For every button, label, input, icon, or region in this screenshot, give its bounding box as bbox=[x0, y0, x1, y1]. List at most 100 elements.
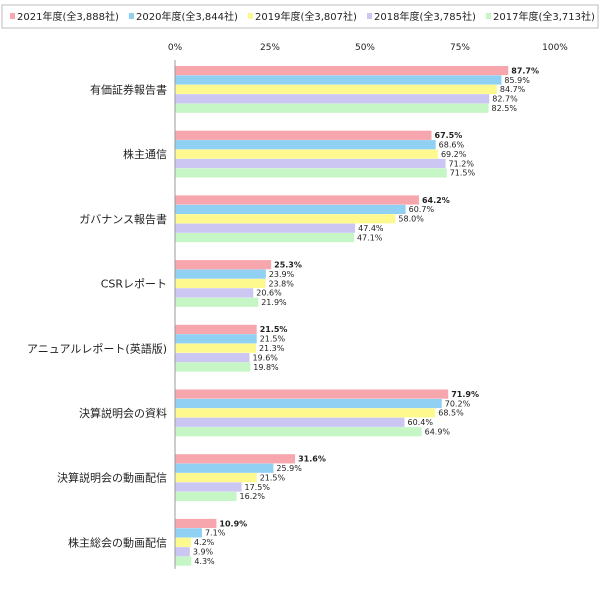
x-tick-label: 25% bbox=[260, 43, 280, 53]
data-label: 21.5% bbox=[260, 325, 288, 334]
bar bbox=[175, 278, 266, 289]
bar bbox=[175, 204, 406, 214]
category-label: 株主総会の動画配信 bbox=[68, 535, 167, 549]
data-label: 47.1% bbox=[357, 233, 383, 242]
bar bbox=[175, 260, 272, 270]
data-label: 25.3% bbox=[274, 261, 302, 270]
data-label: 82.7% bbox=[492, 95, 518, 104]
data-label: 85.9% bbox=[504, 76, 530, 85]
bar bbox=[175, 482, 242, 492]
data-label: 60.4% bbox=[408, 418, 434, 427]
bar bbox=[175, 463, 274, 473]
bar bbox=[175, 417, 405, 427]
data-label: 64.9% bbox=[425, 428, 451, 437]
data-label: 21.5% bbox=[260, 335, 286, 344]
legend-label: 2018年度(全3,785社) bbox=[374, 10, 476, 23]
bar bbox=[175, 473, 257, 483]
legend-label: 2019年度(全3,807社) bbox=[255, 10, 357, 23]
bar bbox=[175, 324, 257, 334]
category-label: 決算説明会の動画配信 bbox=[57, 471, 167, 485]
data-label: 84.7% bbox=[500, 85, 526, 94]
data-label: 17.5% bbox=[245, 483, 271, 492]
bar bbox=[175, 195, 419, 205]
data-label: 71.5% bbox=[450, 169, 476, 178]
x-tick-label: 50% bbox=[355, 43, 375, 53]
data-label: 4.3% bbox=[194, 557, 215, 566]
x-tick-label: 75% bbox=[450, 43, 470, 53]
legend-swatch bbox=[367, 13, 372, 19]
bar bbox=[175, 362, 251, 372]
legend-label: 2017年度(全3,713社) bbox=[493, 10, 595, 23]
bar bbox=[175, 334, 257, 344]
data-label: 68.5% bbox=[438, 409, 464, 418]
data-label: 70.2% bbox=[445, 399, 471, 408]
bar bbox=[175, 491, 237, 501]
bar bbox=[175, 94, 490, 104]
data-label: 68.6% bbox=[439, 141, 465, 150]
legend-box bbox=[1, 4, 599, 29]
bar bbox=[175, 168, 447, 178]
data-label: 21.9% bbox=[261, 298, 287, 307]
bar bbox=[175, 214, 396, 224]
data-label: 16.2% bbox=[240, 492, 266, 501]
bar bbox=[175, 223, 356, 233]
bar bbox=[175, 454, 296, 464]
bar bbox=[175, 297, 259, 307]
bar bbox=[175, 398, 442, 409]
bar bbox=[175, 343, 256, 353]
category-label: 株主通信 bbox=[123, 147, 167, 161]
data-label: 58.0% bbox=[398, 215, 424, 224]
legend-label: 2021年度(全3,888社) bbox=[17, 10, 119, 23]
data-label: 67.5% bbox=[435, 131, 463, 140]
data-label: 21.3% bbox=[259, 344, 285, 353]
bars: 87.7%85.9%84.7%82.7%82.5% 67.5%68.6%69.2%… bbox=[175, 66, 539, 566]
bar bbox=[175, 556, 192, 566]
data-label: 60.7% bbox=[409, 205, 435, 214]
bar bbox=[175, 66, 509, 76]
bar bbox=[175, 269, 266, 279]
data-label: 25.9% bbox=[276, 464, 302, 473]
bar bbox=[175, 149, 438, 159]
bar bbox=[175, 84, 497, 94]
bar bbox=[175, 547, 190, 557]
category-label: 決算説明会の資料 bbox=[79, 406, 167, 420]
x-axis: 0% 25% 50% 75% 100% bbox=[168, 43, 568, 569]
data-label: 69.2% bbox=[441, 150, 467, 159]
data-label: 19.6% bbox=[252, 353, 278, 362]
x-tick-label: 0% bbox=[168, 43, 183, 53]
category-label: CSRレポート bbox=[101, 278, 167, 291]
bar bbox=[175, 75, 502, 85]
bar bbox=[175, 408, 436, 418]
data-label: 87.7% bbox=[511, 66, 539, 75]
data-label: 21.5% bbox=[260, 473, 286, 482]
data-label: 10.9% bbox=[219, 519, 247, 528]
data-label: 64.2% bbox=[422, 196, 450, 205]
legend-swatch bbox=[129, 13, 134, 19]
bar bbox=[175, 158, 446, 169]
data-label: 7.1% bbox=[205, 529, 226, 538]
bar bbox=[175, 103, 489, 113]
bar bbox=[175, 130, 432, 140]
legend-label: 2020年度(全3,844社) bbox=[136, 10, 238, 23]
data-label: 82.5% bbox=[492, 104, 518, 113]
data-label: 23.9% bbox=[269, 270, 295, 279]
legend-swatch bbox=[486, 13, 491, 19]
bar bbox=[175, 518, 217, 529]
bar bbox=[175, 140, 436, 150]
legend: 2021年度(全3,888社) 2020年度(全3,844社) 2019年度(全3,… bbox=[1, 4, 599, 29]
legend-swatch bbox=[248, 13, 253, 19]
bar bbox=[175, 427, 422, 437]
data-label: 31.6% bbox=[298, 455, 326, 464]
category-label: 有価証券報告書 bbox=[90, 83, 167, 97]
data-label: 47.4% bbox=[358, 224, 384, 233]
bar bbox=[175, 389, 449, 399]
data-label: 20.6% bbox=[256, 289, 282, 298]
legend-swatch bbox=[10, 13, 15, 19]
category-label: アニュアルレポート(英語版) bbox=[27, 341, 167, 355]
bar bbox=[175, 288, 254, 298]
data-label: 71.9% bbox=[451, 390, 479, 399]
bar bbox=[175, 353, 250, 363]
bar bbox=[175, 233, 354, 243]
